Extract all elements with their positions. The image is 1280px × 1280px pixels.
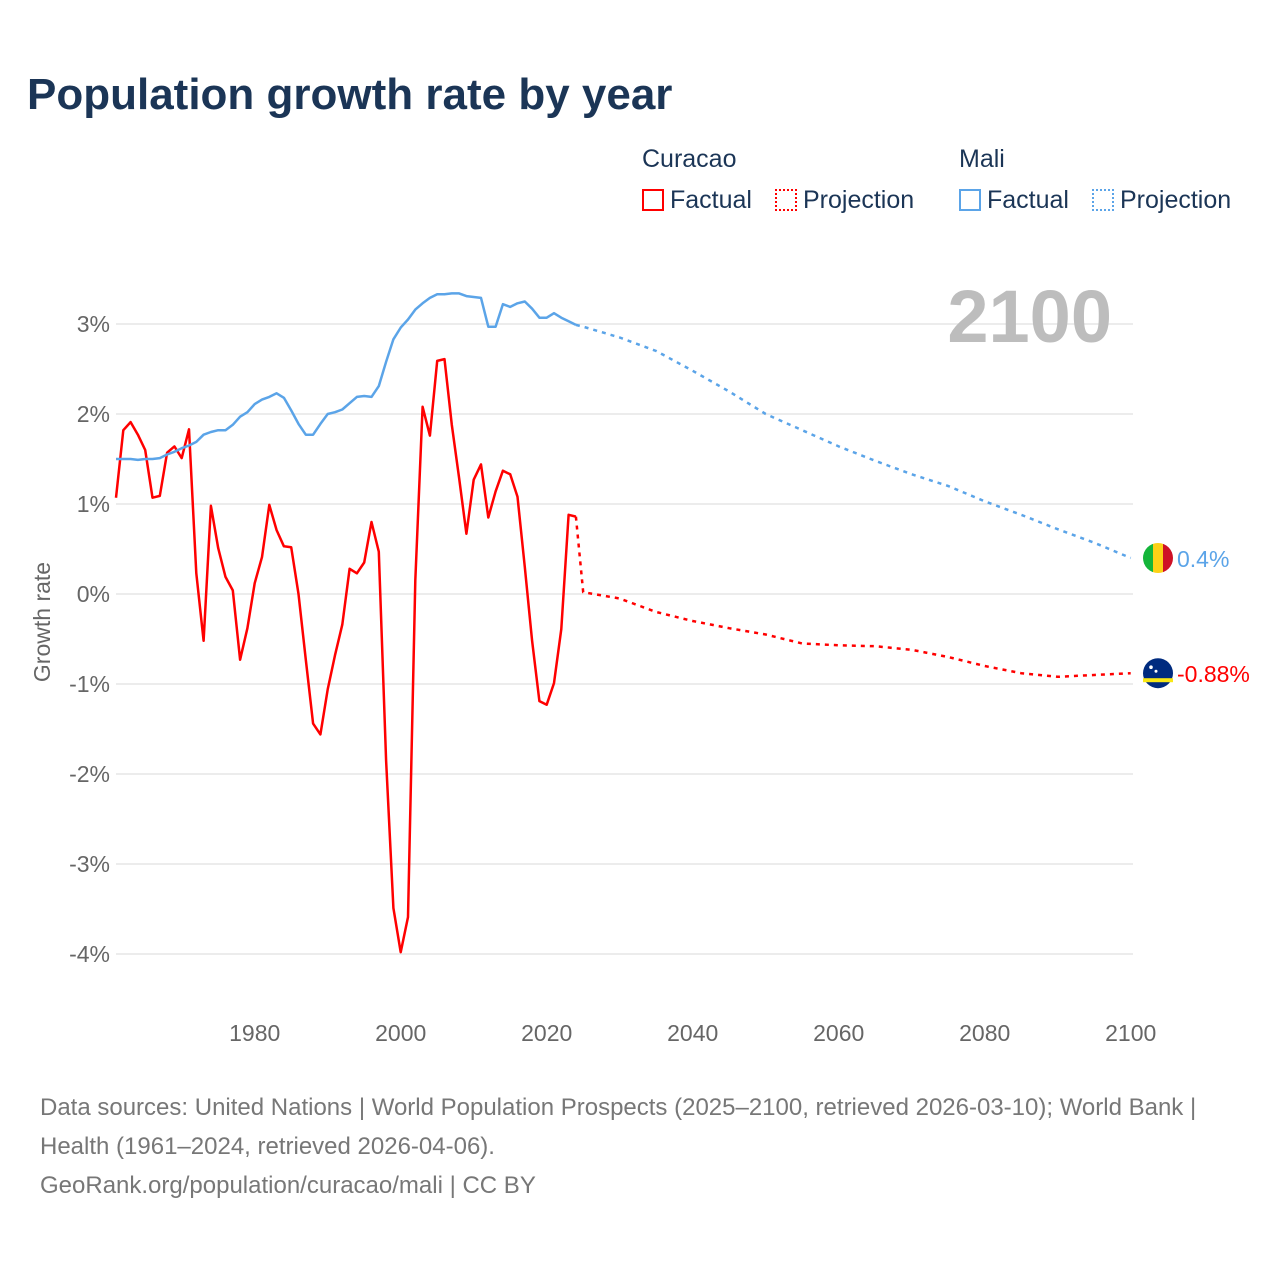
curacao-projection-line (574, 516, 1131, 679)
chart-title: Population growth rate by year (27, 70, 673, 119)
legend-label: Factual (670, 186, 752, 214)
y-tick-label: -2% (69, 761, 110, 787)
legend-curacao-factual[interactable]: Factual (642, 186, 752, 215)
legend-mali-heading: Mali (959, 145, 1005, 173)
x-tick-label: 2100 (1105, 1020, 1156, 1046)
legend-label: Factual (987, 186, 1069, 214)
curacao-factual-line (114, 357, 577, 954)
y-tick-label: -3% (69, 851, 110, 877)
y-axis-label: Growth rate (29, 562, 55, 682)
mali-flag-icon (1143, 543, 1173, 573)
x-tick-label: 2000 (375, 1020, 426, 1046)
curacao-flag-icon (1143, 658, 1173, 689)
x-tick-label: 2060 (813, 1020, 864, 1046)
credit-link[interactable]: GeoRank.org/population/curacao/mali | CC… (40, 1172, 536, 1199)
y-tick-label: 3% (77, 311, 110, 337)
legend-mali-projection[interactable]: Projection (1092, 186, 1231, 215)
legend-swatch-icon (775, 189, 797, 211)
y-tick-label: 0% (77, 581, 110, 607)
data-sources: Data sources: United Nations | World Pop… (40, 1094, 1197, 1160)
y-tick-label: -4% (69, 941, 110, 967)
x-tick-label: 1980 (229, 1020, 280, 1046)
curacao-end-label: -0.88% (1177, 661, 1250, 687)
mali-end-label: 0.4% (1177, 546, 1229, 572)
legend-label: Projection (1120, 186, 1232, 214)
footer: Data sources: United Nations | World Pop… (40, 1088, 1240, 1205)
x-tick-label: 2040 (667, 1020, 718, 1046)
legend-curacao-projection[interactable]: Projection (775, 186, 914, 215)
year-label: 2100 (947, 275, 1112, 358)
y-tick-label: 1% (77, 491, 110, 517)
legend-label: Projection (803, 186, 915, 214)
legend-swatch-icon (1092, 189, 1114, 211)
y-tick-label: 2% (77, 401, 110, 427)
mali-factual-line (116, 292, 577, 462)
mali-projection-line (575, 323, 1132, 560)
x-tick-label: 2080 (959, 1020, 1010, 1046)
legend-swatch-icon (959, 189, 981, 211)
y-tick-label: -1% (69, 671, 110, 697)
x-tick-label: 2020 (521, 1020, 572, 1046)
legend-swatch-icon (642, 189, 664, 211)
legend-curacao-heading: Curacao (642, 145, 737, 173)
legend-mali-factual[interactable]: Factual (959, 186, 1069, 215)
